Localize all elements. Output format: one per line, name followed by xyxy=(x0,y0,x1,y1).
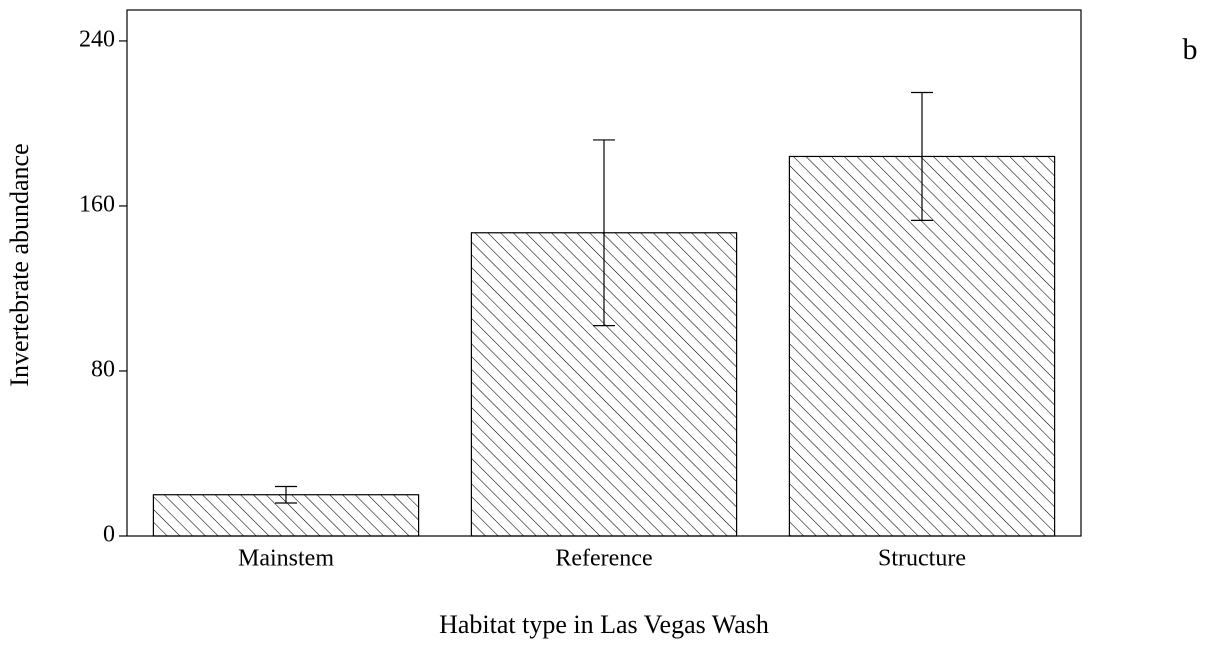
y-tick-label: 80 xyxy=(91,356,115,382)
error-bar xyxy=(911,91,933,221)
y-tick-label: 160 xyxy=(79,191,115,217)
error-bar xyxy=(275,485,297,504)
y-axis-title: Invertebrate abundance xyxy=(5,143,34,386)
x-tick-label: Reference xyxy=(555,546,652,572)
y-tick-label: 0 xyxy=(103,522,115,548)
x-tick-label: Structure xyxy=(878,546,966,572)
x-axis-title: Habitat type in Las Vegas Wash xyxy=(439,610,769,639)
error-bar xyxy=(593,139,615,327)
y-tick-label: 240 xyxy=(79,26,115,52)
panel-label: b xyxy=(1183,33,1198,66)
x-tick-label: Mainstem xyxy=(238,546,334,572)
